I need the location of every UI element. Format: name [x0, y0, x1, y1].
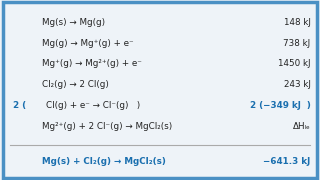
- Text: ΔHₗₑ: ΔHₗₑ: [293, 122, 310, 130]
- Text: Mg(s) + Cl₂(g) → MgCl₂(s): Mg(s) + Cl₂(g) → MgCl₂(s): [42, 158, 165, 166]
- FancyBboxPatch shape: [3, 2, 317, 178]
- Text: Cl₂(g) → 2 Cl(g): Cl₂(g) → 2 Cl(g): [42, 80, 108, 89]
- Text: −641.3 kJ: −641.3 kJ: [263, 158, 310, 166]
- Text: 1450 kJ: 1450 kJ: [278, 59, 310, 68]
- Text: Cl(g) + e⁻ → Cl⁻(g)   ): Cl(g) + e⁻ → Cl⁻(g) ): [46, 101, 141, 110]
- Text: Mg⁺(g) → Mg²⁺(g) + e⁻: Mg⁺(g) → Mg²⁺(g) + e⁻: [42, 59, 141, 68]
- Text: 243 kJ: 243 kJ: [284, 80, 310, 89]
- Text: Mg(g) → Mg⁺(g) + e⁻: Mg(g) → Mg⁺(g) + e⁻: [42, 39, 133, 48]
- Text: 148 kJ: 148 kJ: [284, 18, 310, 27]
- Text: 2 (: 2 (: [13, 101, 35, 110]
- Text: 738 kJ: 738 kJ: [283, 39, 310, 48]
- Text: 2 (−349 kJ  ): 2 (−349 kJ ): [250, 101, 310, 110]
- Text: Mg(s) → Mg(g): Mg(s) → Mg(g): [42, 18, 105, 27]
- Text: Mg²⁺(g) + 2 Cl⁻(g) → MgCl₂(s): Mg²⁺(g) + 2 Cl⁻(g) → MgCl₂(s): [42, 122, 172, 130]
